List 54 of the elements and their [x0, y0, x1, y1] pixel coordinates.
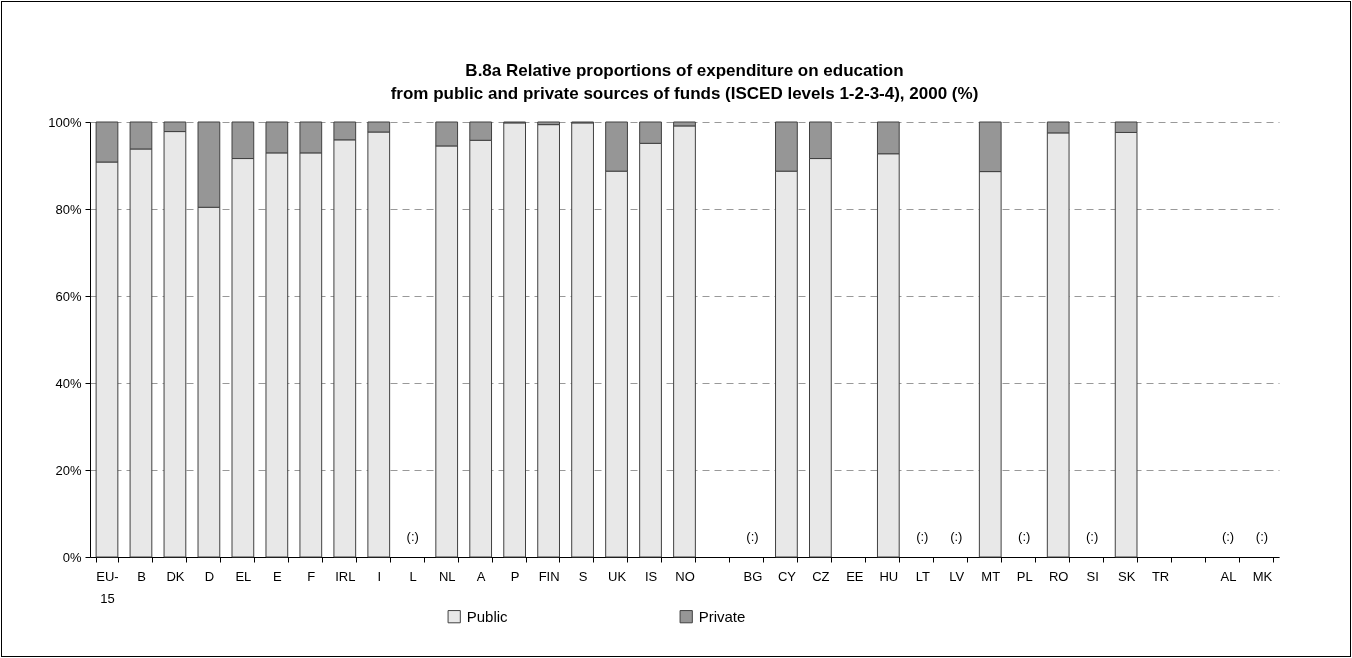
x-tick-label: BG [743, 568, 763, 584]
x-tick-label: IS [644, 568, 658, 584]
text: (:) [1221, 529, 1235, 544]
text: (:) [950, 529, 963, 544]
x-tick-label: I [377, 568, 382, 584]
y-tick-label: 60% [55, 288, 82, 304]
x-tick-label: TR [1151, 568, 1170, 584]
x-tick-label: D [204, 568, 215, 584]
x-tick-label: F [307, 568, 316, 584]
x-tick-label: IRL [335, 568, 356, 584]
text: (:) [746, 529, 759, 544]
bar [537, 124, 560, 558]
text: (:) [406, 529, 419, 544]
x-tick-label: MT [981, 568, 1001, 584]
y-tick-label: 80% [55, 201, 82, 217]
y-tick-label: 40% [55, 375, 82, 391]
legend-label: Public [466, 607, 509, 625]
x-tick-label: A [476, 568, 486, 584]
x-tick-label: AL [1220, 568, 1237, 584]
x-tick-label: PL [1016, 568, 1033, 584]
x-tick-label: LT [915, 568, 930, 584]
text: (:) [1255, 529, 1269, 544]
x-tick-label: B [137, 568, 146, 584]
x-tick-label: RO [1048, 568, 1069, 584]
x-tick-label: CZ [812, 568, 830, 584]
x-tick-label: CY [777, 568, 797, 584]
bar [673, 125, 696, 558]
x-tick-label: EU-15 [96, 568, 119, 606]
x-tick-label: P [510, 568, 520, 584]
x-tick-label: S [578, 568, 588, 584]
x-tick-label: NL [438, 568, 456, 584]
x-tick-label: EE [846, 568, 864, 584]
bar [503, 122, 527, 558]
x-tick-label: DK [166, 568, 185, 584]
text: (:) [1086, 529, 1099, 544]
legend-label: Private [698, 607, 746, 625]
bar [571, 122, 594, 558]
text: (:) [1018, 529, 1031, 544]
x-tick-label: SI [1086, 568, 1099, 584]
x-tick-label: NO [675, 568, 695, 584]
x-tick-label: FIN [538, 568, 560, 584]
y-tick-label: 20% [55, 462, 82, 478]
x-tick-label: E [273, 568, 283, 584]
y-tick-label: 100% [48, 114, 82, 130]
x-tick-label: EL [235, 568, 252, 584]
x-tick-label: L [409, 568, 417, 584]
x-tick-label: SK [1117, 568, 1136, 584]
x-tick-label: LV [949, 568, 965, 584]
x-tick-label: UK [608, 568, 627, 584]
text: (:) [916, 529, 929, 544]
x-tick-label: MK [1252, 568, 1273, 584]
y-tick-label: 0% [62, 549, 82, 565]
chart-title: B.8a Relative proportions of expenditure on education from public and private sources of funds (ISCED levels 1-2-3-4), 2000 (%) [390, 61, 979, 103]
x-tick-label: HU [879, 568, 899, 584]
